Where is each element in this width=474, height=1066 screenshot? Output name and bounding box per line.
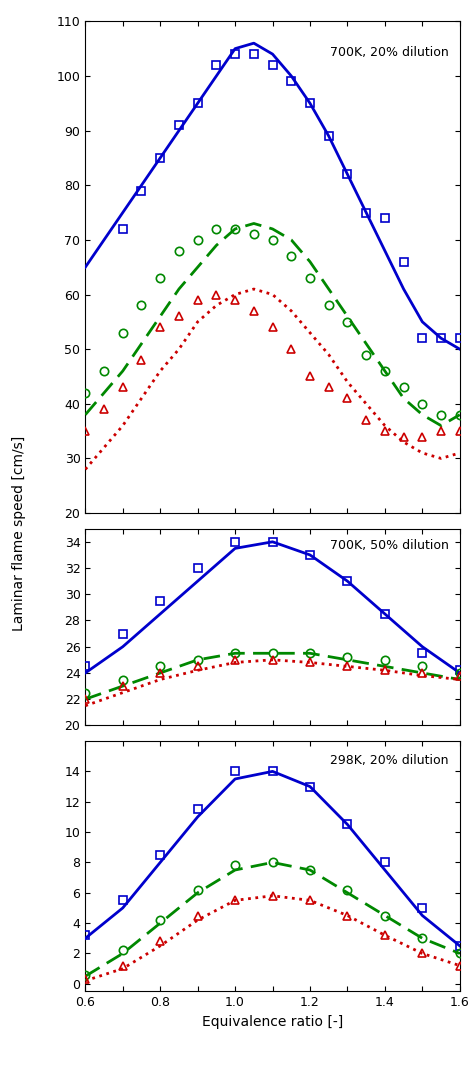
- Text: 700K, 50% dilution: 700K, 50% dilution: [330, 538, 448, 551]
- Text: Laminar flame speed [cm/s]: Laminar flame speed [cm/s]: [12, 435, 26, 631]
- Text: 298K, 20% dilution: 298K, 20% dilution: [330, 754, 448, 766]
- X-axis label: Equivalence ratio [-]: Equivalence ratio [-]: [202, 1015, 343, 1029]
- Text: 700K, 20% dilution: 700K, 20% dilution: [330, 46, 448, 59]
